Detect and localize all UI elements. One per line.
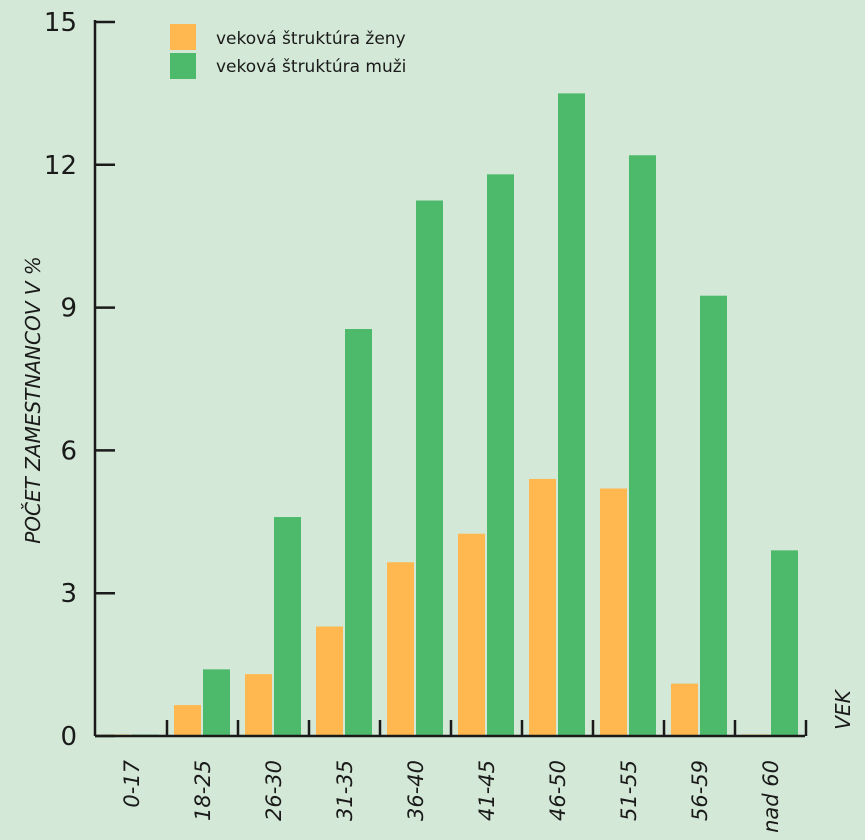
legend-label-men: veková štruktúra muži [216,57,406,77]
x-category-label: 41-45 [475,760,499,821]
y-ticks-group: 0 3 6 9 12 15 [44,8,115,752]
x-category-label: 46-50 [546,760,570,821]
bar-women [174,705,201,736]
y-axis-title: POČET ZAMESTNANCOV V % [21,256,45,544]
y-tick-label: 15 [44,8,77,38]
bar-women [458,533,485,736]
bar-men [274,517,301,736]
y-tick-label: 3 [60,579,77,609]
bar-women [671,683,698,736]
bar-men [203,669,230,736]
x-category-label: 56-59 [688,760,712,821]
y-tick-label: 6 [60,436,77,466]
bar-men [416,200,443,736]
bar-women [529,478,556,736]
bar-women [245,674,272,736]
bar-women [600,488,627,736]
legend-swatch-men [170,53,196,79]
bar-men [629,155,656,736]
bars-group [103,93,798,736]
bar-men [558,93,585,736]
x-category-label: 26-30 [262,760,286,821]
y-tick-label: 9 [60,294,77,324]
bar-men [487,174,514,736]
legend-label-women: veková štruktúra ženy [216,29,406,49]
x-category-label: 51-55 [617,760,641,821]
bar-men [700,295,727,736]
legend-swatch-women [170,24,196,50]
x-category-label: 18-25 [191,760,215,821]
y-tick-label: 0 [60,722,77,752]
y-tick-label: 12 [44,151,77,181]
bar-men [771,550,798,736]
x-ticks-group: 0-17 18-25 26-30 31-35 36-40 41-45 46-50 51-55 5… [120,720,808,833]
x-category-label: 36-40 [404,760,428,821]
x-category-label: 0-17 [120,759,144,807]
x-category-label: nad 60 [759,760,783,833]
bar-women [316,626,343,736]
x-axis-title: VEK [831,688,855,729]
legend: veková štruktúra ženy veková štruktúra m… [170,24,406,79]
bar-men [345,329,372,736]
x-category-label: 31-35 [333,760,357,821]
bar-women [387,562,414,736]
